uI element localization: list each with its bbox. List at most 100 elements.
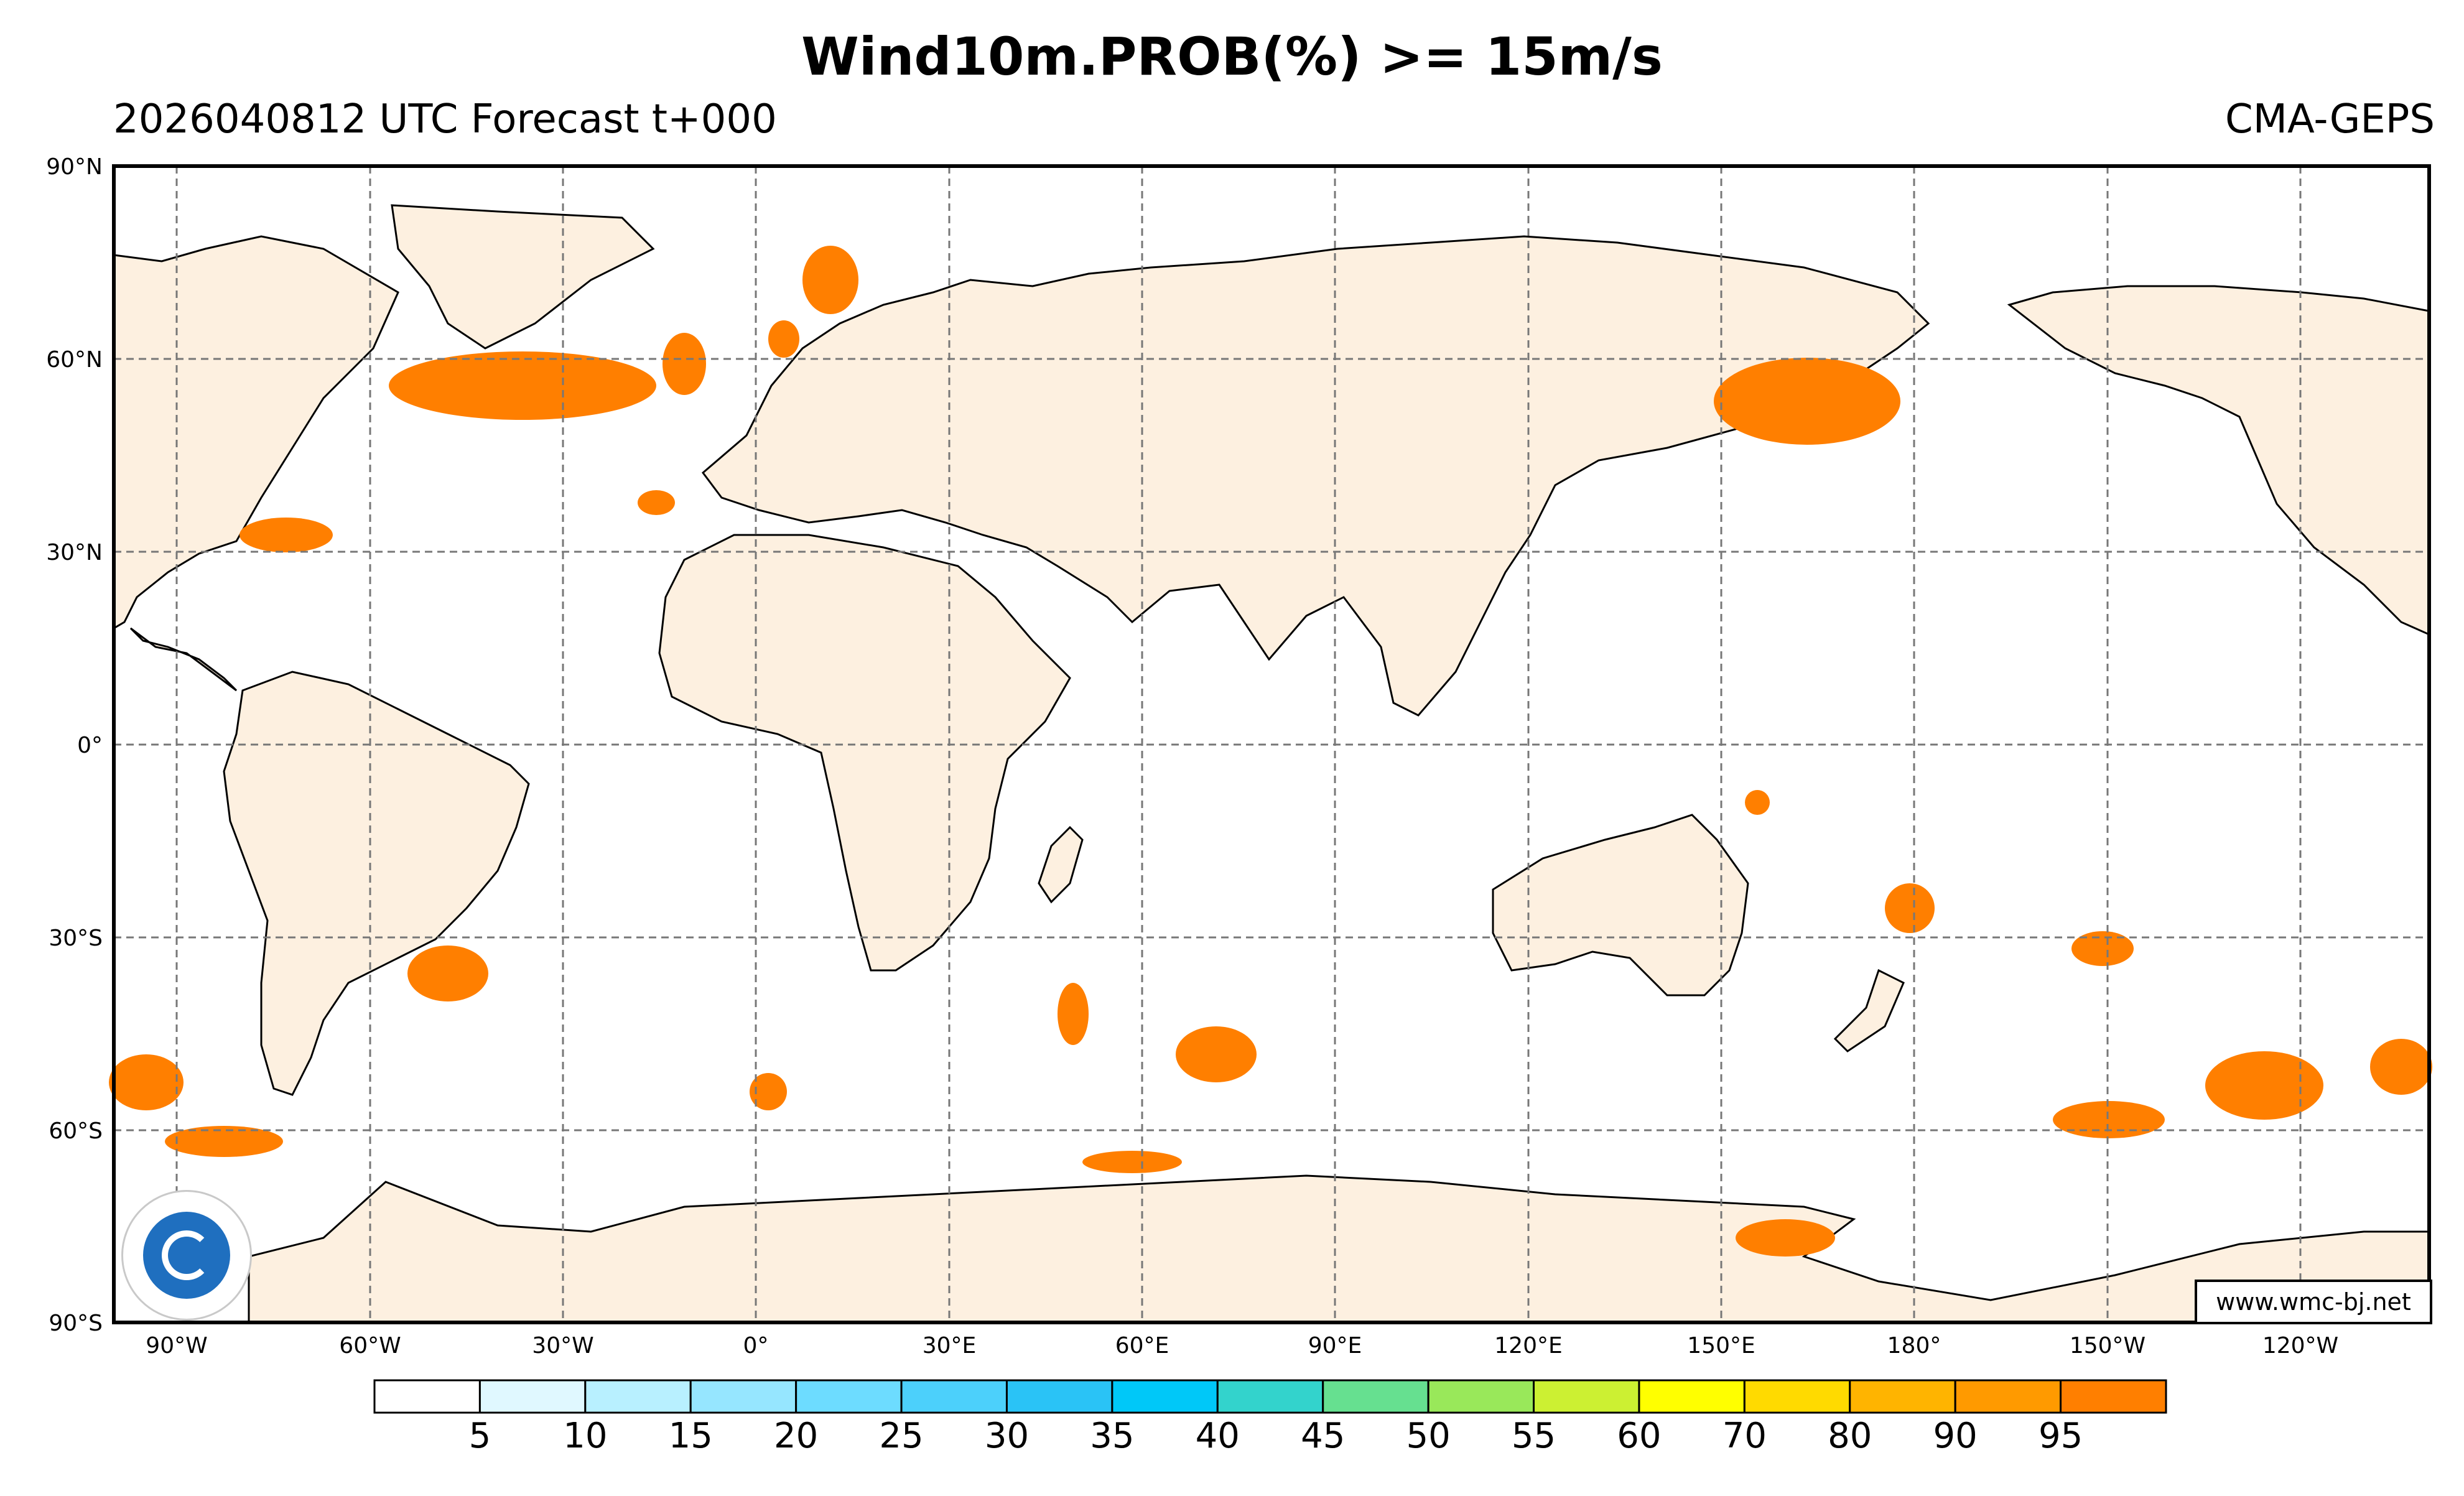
land-new-zealand — [1833, 969, 1905, 1052]
colorbar-segment — [1849, 1379, 1956, 1414]
land-central-america — [129, 627, 238, 692]
lon-label-180: 180° — [1887, 1333, 1941, 1359]
colorbar-segment — [2060, 1379, 2167, 1414]
lat-label-60n: 60°N — [46, 347, 103, 373]
lon-label-60e: 60°E — [1115, 1333, 1169, 1359]
land-south-america — [223, 671, 530, 1096]
land-madagascar — [1038, 825, 1084, 904]
colorbar-segment — [1427, 1379, 1535, 1414]
land-greenland — [391, 204, 655, 350]
colorbar-segment — [1111, 1379, 1219, 1414]
wind-area-kamchatka — [1714, 358, 1900, 445]
colorbar — [373, 1379, 2167, 1414]
lon-label-120w: 120°W — [2262, 1333, 2338, 1359]
wind-area-antarctic-coast — [1082, 1151, 1182, 1173]
wind-area-subantarctic-atlantic — [750, 1073, 787, 1110]
lat-label-60s: 60°S — [49, 1118, 103, 1144]
wind-area-south-pacific-4 — [2370, 1039, 2432, 1095]
colorbar-segment — [1005, 1379, 1113, 1414]
wind-area-azores — [638, 490, 675, 515]
wind-area-tasman — [1885, 883, 1935, 933]
colorbar-tick-label: 70 — [1722, 1416, 1767, 1456]
lat-label-90s: 90°S — [49, 1311, 103, 1336]
gridlines — [114, 166, 2429, 1322]
wind-area-south-atlantic — [407, 945, 488, 1001]
colorbar-tick-label: 95 — [2039, 1416, 2083, 1456]
colorbar-segment — [373, 1379, 481, 1414]
map-title: Wind10m.PROB(%) >= 15m/s — [801, 26, 1663, 87]
lon-label-0: 0° — [743, 1333, 769, 1359]
lon-label-120e: 120°E — [1494, 1333, 1562, 1359]
model-name-label: CMA-GEPS — [2225, 96, 2435, 142]
longitude-labels: 90°W 60°W 30°W 0° 30°E 60°E 90°E 120°E 1… — [146, 1333, 2338, 1359]
colorbar-segment — [900, 1379, 1008, 1414]
cma-logo — [121, 1190, 252, 1321]
latitude-labels: 90°N 60°N 30°N 0° 30°S 60°S 90°S — [46, 154, 103, 1336]
colorbar-tick-label: 30 — [985, 1416, 1029, 1456]
cma-logo-emblem-icon — [143, 1212, 230, 1299]
wind-area-se-pacific — [109, 1054, 184, 1110]
lat-label-90n: 90°N — [46, 154, 103, 180]
colorbar-tick-label: 10 — [563, 1416, 607, 1456]
wind-area-ross-sea — [1736, 1219, 1835, 1257]
wind-area-norwegian-sea — [768, 320, 799, 358]
land-masses — [113, 204, 2430, 1324]
wind-area-south-pacific-3 — [2053, 1101, 2165, 1138]
land-north-america — [113, 235, 399, 630]
colorbar-segment — [795, 1379, 903, 1414]
lon-label-150w: 150°W — [2070, 1333, 2146, 1359]
credit-url: www.wmc-bj.net — [2195, 1280, 2432, 1324]
wind-area-us-east-coast — [239, 518, 333, 552]
land-eurasia — [701, 235, 1930, 717]
cloud-swirl-icon — [162, 1230, 212, 1280]
wind-area-south-pacific-2 — [2205, 1051, 2323, 1120]
wind-probability-areas — [109, 246, 2432, 1257]
wind-area-south-pacific-1 — [2071, 931, 2134, 966]
colorbar-tick-label: 25 — [879, 1416, 923, 1456]
colorbar-segment — [1954, 1379, 2062, 1414]
lon-label-30w: 30°W — [532, 1333, 593, 1359]
colorbar-tick-label: 20 — [774, 1416, 818, 1456]
wind-area-indian-ocean-2 — [1176, 1026, 1257, 1082]
colorbar-segment — [1533, 1379, 1640, 1414]
land-alaska-canada — [2007, 285, 2430, 636]
colorbar-segment — [1743, 1379, 1851, 1414]
colorbar-segment — [1216, 1379, 1324, 1414]
wind-area-labrador — [662, 333, 706, 395]
land-africa — [658, 534, 1071, 972]
wind-area-norway — [802, 246, 858, 314]
wind-area-drake — [165, 1126, 283, 1157]
lon-label-90w: 90°W — [146, 1333, 207, 1359]
colorbar-tick-label: 90 — [1933, 1416, 1978, 1456]
lon-label-60w: 60°W — [339, 1333, 401, 1359]
colorbar-tick-label: 5 — [469, 1416, 491, 1456]
colorbar-segment — [584, 1379, 692, 1414]
colorbar-tick-label: 80 — [1828, 1416, 1872, 1456]
colorbar-segment — [1638, 1379, 1746, 1414]
colorbar-tick-label: 15 — [669, 1416, 713, 1456]
colorbar-segment — [478, 1379, 587, 1414]
lon-label-90e: 90°E — [1308, 1333, 1362, 1359]
wind-area-north-atlantic — [389, 351, 656, 420]
colorbar-segment — [689, 1379, 797, 1414]
lat-label-0: 0° — [77, 733, 103, 758]
colorbar-tick-label: 35 — [1090, 1416, 1134, 1456]
colorbar-tick-label: 50 — [1406, 1416, 1450, 1456]
forecast-run-label: 2026040812 UTC Forecast t+000 — [113, 96, 777, 142]
colorbar-segment — [1322, 1379, 1430, 1414]
map-border — [112, 164, 2431, 1324]
colorbar-tick-label: 60 — [1617, 1416, 1661, 1456]
lat-label-30n: 30°N — [46, 540, 103, 565]
lon-label-30e: 30°E — [923, 1333, 977, 1359]
wind-area-indian-ocean-1 — [1058, 983, 1089, 1045]
lon-label-150e: 150°E — [1687, 1333, 1755, 1359]
colorbar-labels: 5 10 15 20 25 30 35 40 45 50 55 60 70 80 90 95 — [469, 1416, 2083, 1456]
wind-area-solomon — [1745, 790, 1770, 815]
land-antarctica — [248, 1174, 2430, 1324]
colorbar-tick-label: 40 — [1196, 1416, 1240, 1456]
land-australia — [1492, 814, 1749, 997]
lat-label-30s: 30°S — [49, 926, 103, 951]
colorbar-tick-label: 55 — [1512, 1416, 1556, 1456]
colorbar-tick-label: 45 — [1301, 1416, 1345, 1456]
